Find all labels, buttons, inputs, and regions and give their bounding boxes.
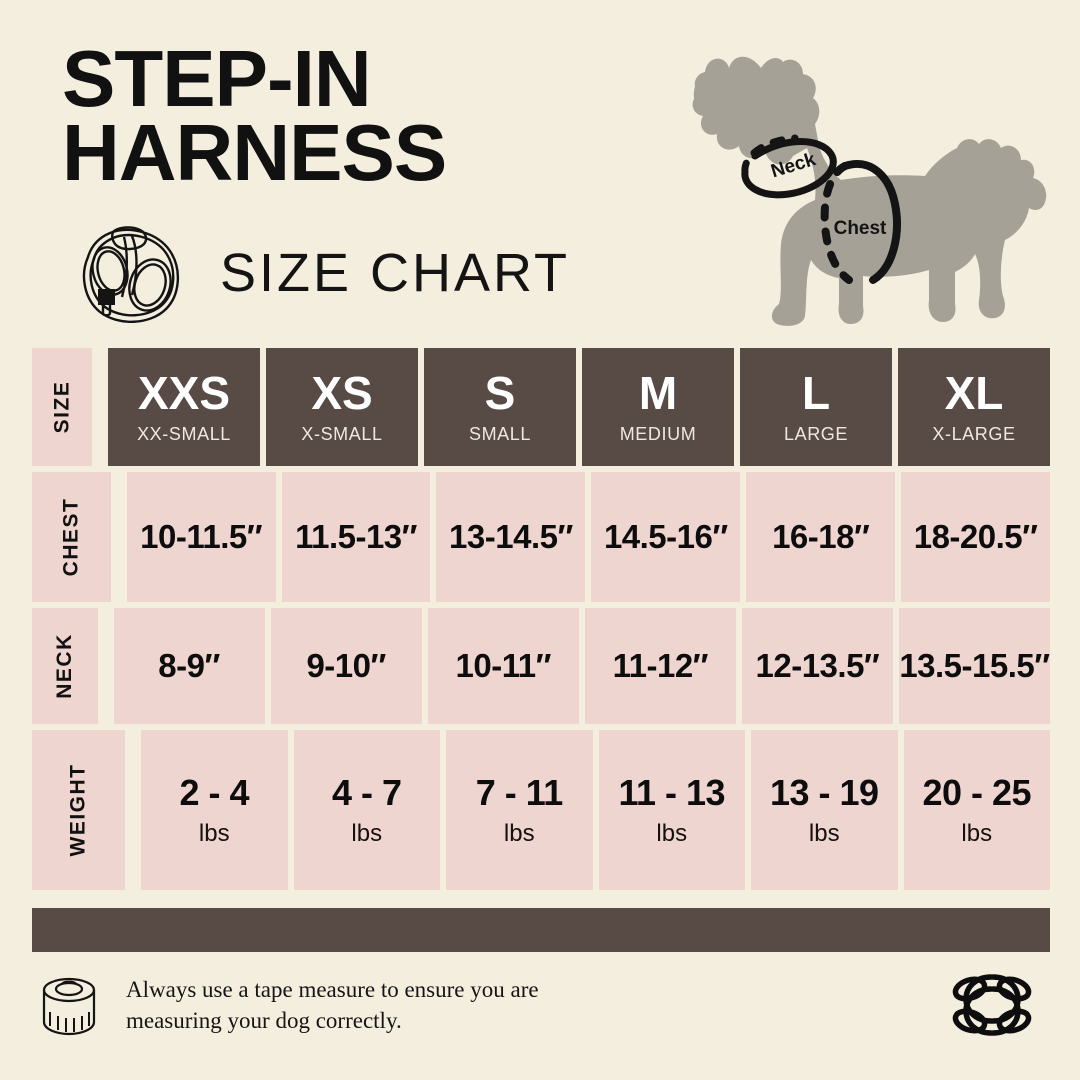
size-full: X-SMALL — [301, 423, 383, 444]
row-label-chest: CHEST — [32, 472, 111, 602]
cell-value: 14.5-16″ — [603, 518, 728, 555]
chest-value-s: 13-14.5″ — [436, 472, 586, 602]
size-full: LARGE — [783, 423, 849, 444]
size-full: X-LARGE — [932, 423, 1016, 444]
size-column-m[interactable]: M MEDIUM — [582, 348, 734, 466]
weight-value-l: 13 - 19 lbs — [751, 730, 898, 890]
table-row-weight: WEIGHT 2 - 4 lbs 4 - 7 lbs 7 - 11 lbs 11… — [32, 730, 1050, 890]
cell-unit: lbs — [198, 820, 230, 847]
cell-value: 16-18″ — [772, 518, 870, 555]
weight-value-xl: 20 - 25 lbs — [903, 730, 1050, 890]
neck-measure-ring — [741, 134, 837, 199]
dog-silhouette-shape — [692, 56, 1047, 326]
chest-value-xs: 11.5-13″ — [281, 472, 431, 602]
weight-value-xs: 4 - 7 lbs — [293, 730, 440, 890]
brand-knot-logo — [946, 969, 1038, 1041]
cell-unit: lbs — [808, 820, 840, 847]
chest-cells: 10-11.5″ 11.5-13″ 13-14.5″ 14.5-16″ 16-1… — [126, 472, 1051, 602]
title-line-2: HARNESS — [62, 107, 447, 197]
footer-note-line-1: Always use a tape measure to ensure you … — [126, 976, 539, 1002]
size-abbr: S — [484, 366, 516, 419]
neck-value-s: 10-11″ — [427, 608, 579, 724]
cell-unit: lbs — [351, 820, 383, 847]
footer-note-text: Always use a tape measure to ensure you … — [126, 974, 946, 1036]
weight-value-s: 7 - 11 lbs — [446, 730, 593, 890]
weight-value-xxs: 2 - 4 lbs — [141, 730, 288, 890]
weight-value-m: 11 - 13 lbs — [598, 730, 745, 890]
row-label-neck: NECK — [32, 608, 98, 724]
size-column-xxs[interactable]: XXS XX-SMALL — [108, 348, 260, 466]
table-row-chest: CHEST 10-11.5″ 11.5-13″ 13-14.5″ 14.5-16… — [32, 472, 1051, 602]
chest-value-l: 16-18″ — [746, 472, 896, 602]
chest-value-m: 14.5-16″ — [591, 472, 741, 602]
neck-value-m: 11-12″ — [584, 608, 736, 724]
size-abbr: XS — [311, 366, 373, 419]
cell-value: 4 - 7 — [331, 772, 402, 813]
neck-value-l: 12-13.5″ — [741, 608, 893, 724]
cell-value: 12-13.5″ — [755, 647, 880, 684]
cell-value: 20 - 25 — [922, 772, 1032, 813]
footer-divider-bar — [32, 908, 1050, 952]
neck-value-xxs: 8-9″ — [113, 608, 265, 724]
row-label-neck-text: NECK — [52, 633, 76, 699]
subtitle-row: SIZE CHART — [58, 208, 678, 338]
row-label-weight-text: WEIGHT — [66, 763, 90, 857]
hero-section: STEP-IN HARNESS SIZE CHART — [0, 0, 1080, 348]
size-abbr: M — [638, 366, 678, 419]
size-abbr: L — [801, 366, 831, 419]
neck-value-xl: 13.5-15.5″ — [898, 608, 1050, 724]
cell-value: 11.5-13″ — [295, 518, 417, 555]
cell-value: 11-12″ — [612, 647, 709, 684]
cell-unit: lbs — [503, 820, 535, 847]
tape-measure-icon — [38, 972, 100, 1038]
footer-note-line-2: measuring your dog correctly. — [126, 1008, 402, 1033]
cell-value: 13.5-15.5″ — [899, 647, 1050, 684]
size-full: SMALL — [468, 423, 532, 444]
size-column-xl[interactable]: XL X-LARGE — [898, 348, 1050, 466]
neck-value-xs: 9-10″ — [270, 608, 422, 724]
cell-value: 9-10″ — [306, 647, 386, 684]
size-full: XX-SMALL — [137, 423, 231, 444]
cell-value: 10-11″ — [455, 647, 552, 684]
subtitle-text: SIZE CHART — [220, 243, 571, 303]
cell-value: 13-14.5″ — [449, 518, 573, 555]
cell-value: 10-11.5″ — [140, 518, 263, 555]
row-label-chest-text: CHEST — [59, 497, 83, 577]
cell-value: 11 - 13 — [618, 772, 726, 813]
cell-value: 7 - 11 — [475, 772, 564, 813]
chest-value-xl: 18-20.5″ — [901, 472, 1051, 602]
size-column-xs[interactable]: XS X-SMALL — [266, 348, 418, 466]
size-column-l[interactable]: L LARGE — [740, 348, 892, 466]
dog-illustration: Neck Chest — [645, 28, 1065, 348]
size-full: MEDIUM — [619, 423, 697, 444]
cell-value: 8-9″ — [158, 647, 220, 684]
cell-unit: lbs — [656, 820, 688, 847]
neck-cells: 8-9″ 9-10″ 10-11″ 11-12″ 12-13.5″ 13.5-1… — [113, 608, 1050, 724]
size-abbr: XXS — [137, 366, 231, 419]
page-title: STEP-IN HARNESS — [62, 34, 662, 197]
chest-value-xxs: 10-11.5″ — [126, 472, 276, 602]
table-row-neck: NECK 8-9″ 9-10″ 10-11″ 11-12″ 12-13.5″ 1… — [32, 608, 1050, 724]
chest-label: Chest — [834, 218, 887, 239]
row-label-weight: WEIGHT — [32, 730, 125, 890]
header-cells: XXS XX-SMALL XS X-SMALL S SMALL M MEDIUM… — [108, 348, 1050, 466]
cell-unit: lbs — [961, 820, 993, 847]
size-chart-table: SIZE XXS XX-SMALL XS X-SMALL S SMALL M M… — [32, 348, 1050, 896]
cell-value: 13 - 19 — [769, 772, 879, 813]
table-header-row: SIZE XXS XX-SMALL XS X-SMALL S SMALL M M… — [32, 348, 1050, 466]
chest-measure-ring — [820, 160, 901, 284]
harness-product-icon — [58, 213, 198, 333]
title-line-1: STEP-IN — [62, 34, 372, 123]
cell-value: 18-20.5″ — [913, 518, 1038, 555]
cell-value: 2 - 4 — [179, 772, 250, 813]
row-label-size: SIZE — [32, 348, 92, 466]
size-column-s[interactable]: S SMALL — [424, 348, 576, 466]
size-abbr: XL — [944, 366, 1004, 419]
weight-cells: 2 - 4 lbs 4 - 7 lbs 7 - 11 lbs 11 - 13 l… — [141, 730, 1050, 890]
row-label-size-text: SIZE — [50, 380, 73, 434]
footer-note: Always use a tape measure to ensure you … — [32, 960, 1050, 1050]
